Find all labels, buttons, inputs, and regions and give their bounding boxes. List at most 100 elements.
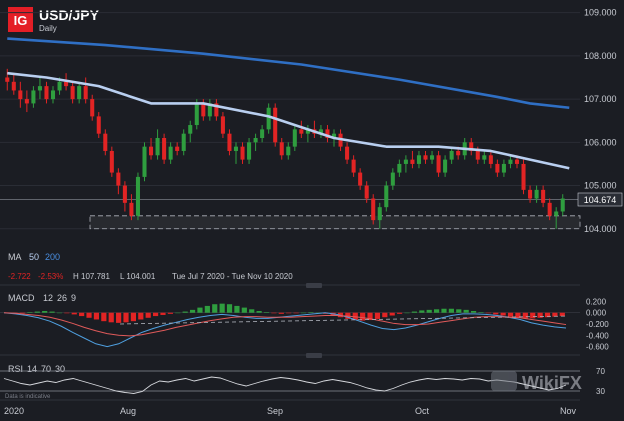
macd-histogram-bar bbox=[278, 312, 284, 314]
candle-body bbox=[305, 129, 310, 134]
macd-histogram-bar bbox=[544, 312, 551, 318]
macd-histogram-bar bbox=[448, 308, 454, 313]
candle-body bbox=[443, 159, 448, 173]
candle-body bbox=[175, 146, 180, 151]
macd-histogram-bar bbox=[241, 307, 247, 313]
macd-histogram-bar bbox=[19, 312, 26, 314]
wikifx-watermark: WikiFX bbox=[491, 371, 582, 393]
macd-tick-label: 0.200 bbox=[586, 297, 607, 306]
candle-body bbox=[50, 90, 56, 100]
price-tick-label: 109.000 bbox=[584, 8, 617, 18]
ma-50-line bbox=[7, 71, 570, 170]
macd-histogram-bar bbox=[138, 312, 144, 320]
candle-body bbox=[534, 189, 539, 199]
macd-histogram-bar bbox=[552, 312, 558, 317]
macd-histogram-bar bbox=[537, 312, 543, 318]
candle-body bbox=[240, 146, 245, 160]
candle-body bbox=[103, 133, 108, 151]
candle-body bbox=[397, 163, 402, 173]
macd-tick-label: 0.000 bbox=[586, 309, 607, 318]
macd-histogram-bar bbox=[86, 312, 92, 318]
macd-tick-label: -0.400 bbox=[586, 331, 609, 340]
candle-body bbox=[162, 138, 167, 160]
candle-body bbox=[11, 81, 16, 91]
wikifx-text: WikiFX bbox=[522, 373, 582, 393]
price-tick-label: 105.000 bbox=[584, 181, 617, 191]
candle-body bbox=[292, 129, 297, 147]
price-tick-label: 104.000 bbox=[584, 224, 617, 234]
macd-histogram-bar bbox=[160, 312, 166, 315]
macd-histogram bbox=[5, 303, 565, 323]
macd-histogram-bar bbox=[123, 312, 129, 323]
candle-body bbox=[456, 150, 461, 156]
macd-tick-label: -0.600 bbox=[586, 343, 609, 352]
ma-legend-title: MA bbox=[8, 252, 22, 262]
candles bbox=[5, 68, 565, 229]
candle-body bbox=[554, 211, 559, 216]
candle-body bbox=[286, 146, 291, 156]
candle-body bbox=[273, 107, 278, 143]
macd-histogram-bar bbox=[256, 311, 262, 313]
macd-histogram-bar bbox=[64, 312, 70, 314]
candle-body bbox=[37, 86, 42, 91]
candle-body bbox=[181, 133, 186, 151]
macd-histogram-bar bbox=[507, 312, 514, 317]
candle-body bbox=[423, 155, 428, 160]
candle-body bbox=[109, 150, 114, 173]
macd-histogram-bar bbox=[500, 312, 506, 316]
date-range: Tue Jul 7 2020 - Tue Nov 10 2020 bbox=[172, 272, 293, 281]
macd-histogram-bar bbox=[153, 312, 159, 317]
candle-body bbox=[390, 172, 395, 186]
rsi-tick-label: 30 bbox=[596, 387, 605, 396]
candle-body bbox=[142, 146, 147, 177]
candle-body bbox=[358, 172, 363, 186]
price-axis: 104.000 105.000 106.000 107.000 108.000 109.0… bbox=[584, 8, 617, 234]
candle-body bbox=[331, 133, 337, 138]
candle-body bbox=[64, 81, 69, 87]
candle-body bbox=[233, 146, 239, 151]
pane-resize-handle-1[interactable] bbox=[306, 283, 322, 288]
candle-body bbox=[488, 155, 493, 164]
candle-body bbox=[299, 129, 304, 134]
macd-histogram-bar bbox=[108, 312, 114, 323]
candle-body bbox=[416, 155, 421, 164]
macd-histogram-bar bbox=[263, 312, 270, 313]
pane-resize-handle-2[interactable] bbox=[306, 353, 322, 358]
x-tick-label: Aug bbox=[120, 406, 136, 416]
candle-body bbox=[18, 90, 23, 100]
macd-histogram-bar bbox=[93, 312, 100, 320]
candle-body bbox=[214, 103, 219, 117]
rsi-legend-period: 14 bbox=[27, 364, 37, 374]
rsi-legend-title: RSI bbox=[8, 364, 23, 374]
footnote: Data is indicative bbox=[5, 394, 51, 400]
macd-histogram-bar bbox=[419, 310, 425, 313]
x-axis: 2020 Aug Sep Oct Nov bbox=[4, 406, 577, 416]
candle-body bbox=[521, 163, 526, 190]
macd-histogram-bar bbox=[249, 309, 255, 313]
macd-histogram-bar bbox=[478, 312, 484, 313]
candle-body bbox=[469, 142, 474, 151]
candle-body bbox=[318, 129, 323, 134]
x-tick-label: Oct bbox=[415, 406, 430, 416]
candle-body bbox=[116, 172, 121, 186]
macd-histogram-bar bbox=[212, 304, 218, 313]
candle-body bbox=[201, 103, 206, 117]
macd-histogram-bar bbox=[367, 312, 373, 321]
macd-legend-slow: 26 bbox=[57, 293, 67, 303]
macd-histogram-bar bbox=[485, 312, 491, 314]
macd-histogram-bar bbox=[456, 309, 462, 313]
macd-histogram-bar bbox=[530, 312, 536, 319]
candle-body bbox=[31, 90, 36, 104]
support-zone-rect bbox=[89, 215, 581, 230]
candle-body bbox=[501, 163, 506, 173]
change-percent: -2.53% bbox=[38, 272, 63, 281]
ig-logo-text: IG bbox=[14, 13, 28, 28]
candle-body bbox=[541, 189, 546, 203]
rsi-line-path bbox=[3, 376, 567, 394]
macd-histogram-bar bbox=[300, 312, 307, 314]
candle-body bbox=[514, 159, 520, 164]
ma-legend-50: 50 bbox=[29, 252, 39, 262]
candle-body bbox=[188, 125, 193, 134]
rsi-tick-label: 70 bbox=[596, 367, 605, 376]
candle-body bbox=[475, 150, 480, 160]
